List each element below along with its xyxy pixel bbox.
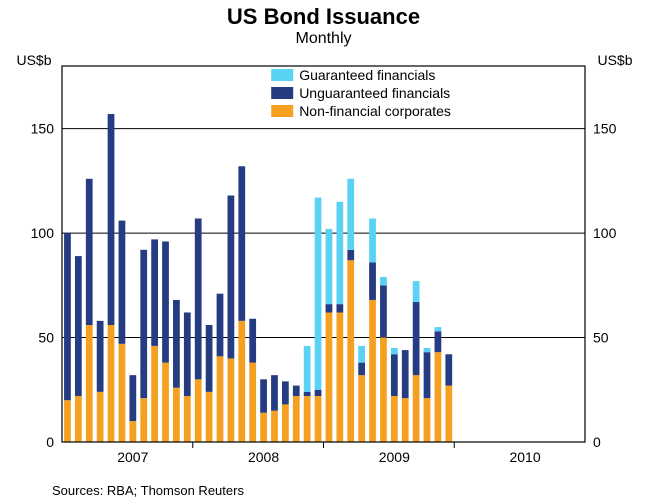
chart-svg: 0 0 50 50 100 100 150 150 US$b US$b 2007 2008 2009 20…: [0, 48, 647, 478]
svg-text:Unguaranteed financials: Unguaranteed financials: [299, 85, 450, 101]
svg-text:50: 50: [38, 330, 54, 346]
svg-text:150: 150: [593, 121, 617, 137]
chart-sources: Sources: RBA; Thomson Reuters: [52, 483, 244, 498]
svg-text:50: 50: [593, 330, 609, 346]
chart-title: US Bond Issuance: [0, 0, 647, 30]
chart-container: US Bond Issuance Monthly 0 0 50 50 100 100 150…: [0, 0, 647, 504]
svg-text:US$b: US$b: [597, 52, 632, 68]
svg-text:2009: 2009: [379, 449, 410, 465]
svg-text:US$b: US$b: [16, 52, 51, 68]
svg-text:0: 0: [593, 434, 601, 450]
svg-text:2010: 2010: [509, 449, 540, 465]
svg-text:100: 100: [31, 225, 55, 241]
svg-text:0: 0: [46, 434, 54, 450]
chart-subtitle: Monthly: [0, 30, 647, 48]
svg-text:150: 150: [31, 121, 55, 137]
svg-text:Non-financial corporates: Non-financial corporates: [299, 103, 451, 119]
svg-text:2007: 2007: [117, 449, 148, 465]
svg-text:100: 100: [593, 225, 617, 241]
svg-text:2008: 2008: [248, 449, 279, 465]
svg-text:Guaranteed financials: Guaranteed financials: [299, 67, 435, 83]
